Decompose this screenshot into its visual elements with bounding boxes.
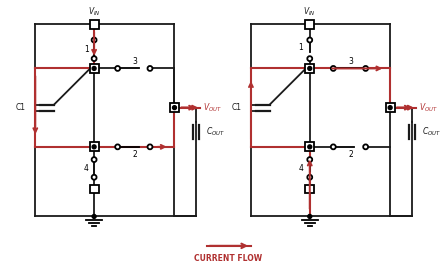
Text: 4: 4 <box>298 164 303 173</box>
Bar <box>305 64 314 73</box>
Circle shape <box>308 214 312 218</box>
Text: 4: 4 <box>84 164 89 173</box>
Circle shape <box>363 144 368 149</box>
Text: $V_{OUT}$: $V_{OUT}$ <box>203 102 222 114</box>
Circle shape <box>91 157 96 162</box>
Circle shape <box>91 56 96 61</box>
Bar <box>90 64 99 73</box>
Circle shape <box>92 66 96 70</box>
Bar <box>305 185 314 193</box>
Circle shape <box>115 144 120 149</box>
Circle shape <box>331 66 336 71</box>
Circle shape <box>115 66 120 71</box>
Circle shape <box>91 175 96 180</box>
Circle shape <box>363 66 368 71</box>
Circle shape <box>92 214 96 218</box>
Circle shape <box>307 157 312 162</box>
Text: 3: 3 <box>348 57 353 66</box>
Text: $V_{OUT}$: $V_{OUT}$ <box>419 102 438 114</box>
Bar <box>386 103 395 112</box>
Bar <box>90 20 99 29</box>
Circle shape <box>91 38 96 42</box>
Circle shape <box>92 145 96 149</box>
Text: 2: 2 <box>133 150 137 159</box>
Text: $C_{OUT}$: $C_{OUT}$ <box>206 126 225 139</box>
Text: $V_{IN}$: $V_{IN}$ <box>88 6 100 18</box>
Text: $C_{OUT}$: $C_{OUT}$ <box>422 126 441 139</box>
Circle shape <box>148 66 152 71</box>
Bar <box>305 20 314 29</box>
Circle shape <box>172 106 176 110</box>
Circle shape <box>307 175 312 180</box>
Text: 1: 1 <box>298 43 303 52</box>
Text: C1: C1 <box>231 103 241 112</box>
Text: $V_{IN}$: $V_{IN}$ <box>303 6 316 18</box>
Text: CURRENT FLOW: CURRENT FLOW <box>194 254 263 263</box>
Circle shape <box>308 66 312 70</box>
Bar <box>90 143 99 151</box>
Circle shape <box>331 144 336 149</box>
Bar <box>170 103 179 112</box>
Text: 3: 3 <box>133 57 138 66</box>
Circle shape <box>148 144 152 149</box>
Circle shape <box>308 145 312 149</box>
Bar <box>305 143 314 151</box>
Text: 2: 2 <box>349 150 353 159</box>
Circle shape <box>307 56 312 61</box>
Text: C1: C1 <box>15 103 26 112</box>
Circle shape <box>388 106 392 110</box>
Text: 1: 1 <box>84 45 89 54</box>
Bar <box>90 185 99 193</box>
Circle shape <box>307 38 312 42</box>
